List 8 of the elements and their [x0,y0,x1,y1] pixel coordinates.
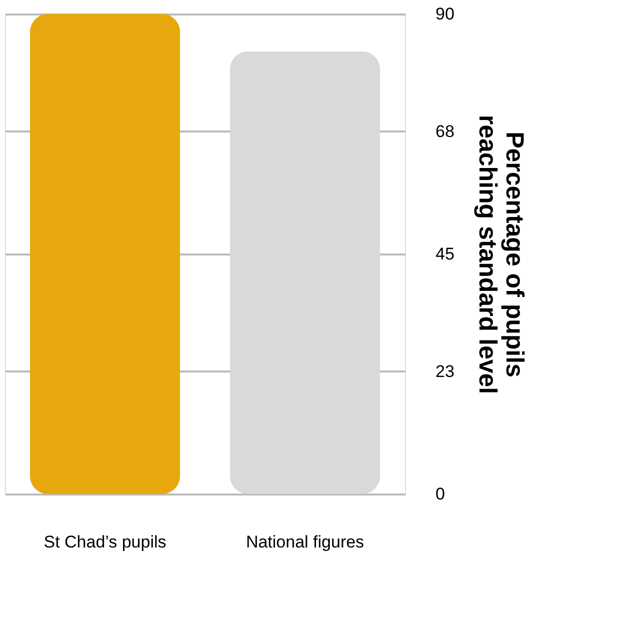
y-tick-label: 23 [436,362,454,381]
x-tick-label: National figures [246,532,364,552]
y-axis-title: Percentage of pupils reaching standard level [473,114,528,394]
y-tick-label: 45 [436,244,454,264]
y-tick-label: 90 [436,4,454,24]
x-tick-label: St Chad’s pupils [44,532,166,552]
y-tick-label: 68 [436,122,454,141]
y-tick-label: 0 [436,484,445,504]
